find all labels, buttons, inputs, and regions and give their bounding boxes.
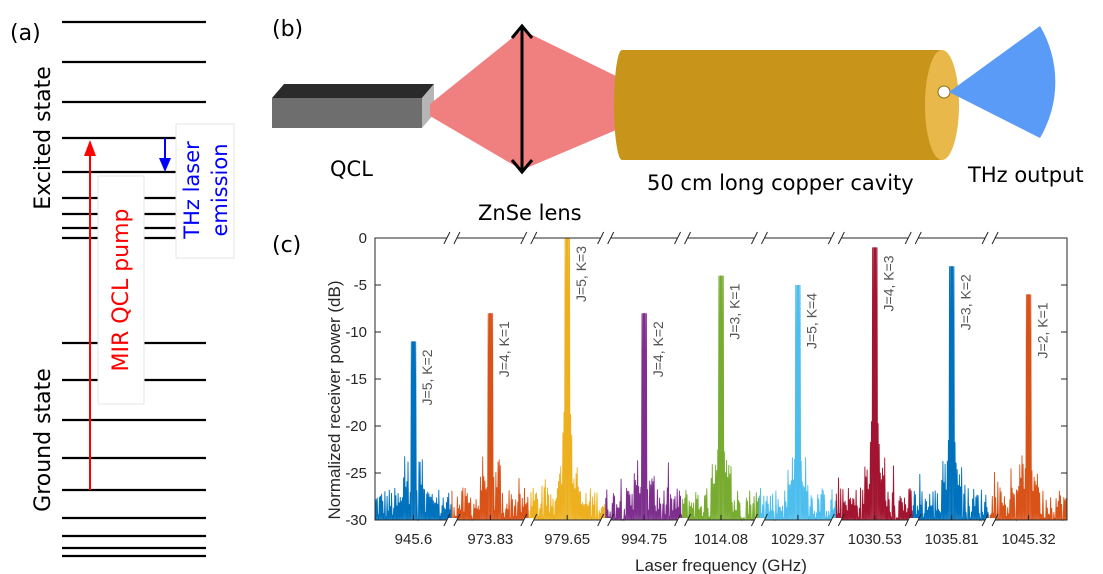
panel-c: (c) J=5, K=2 J=4, K=1 J=5, K=3 J=4, K=2 J=3,… bbox=[272, 230, 1068, 574]
x-tick-label: 945.6 bbox=[395, 531, 433, 548]
axis-break-mark bbox=[597, 513, 615, 527]
y-tick-label: -25 bbox=[345, 465, 367, 482]
y-tick-label: -10 bbox=[345, 324, 367, 341]
axis-break-mark bbox=[981, 513, 999, 527]
spectrum-series: J=5, K=4 bbox=[758, 284, 837, 522]
x-tick-label: 1014.08 bbox=[694, 531, 748, 548]
axis-break-mark bbox=[750, 513, 768, 527]
lens-label: ZnSe lens bbox=[478, 201, 582, 225]
peak-label: J=5, K=3 bbox=[573, 246, 589, 302]
spectrum-series: J=4, K=3 bbox=[835, 247, 914, 521]
emission-label-line1: THz laser bbox=[180, 141, 204, 240]
thz-output-beam bbox=[949, 26, 1056, 138]
spectrum-series: J=5, K=2 bbox=[374, 341, 452, 522]
peak-label: J=3, K=1 bbox=[727, 283, 743, 339]
axis-break-mark bbox=[827, 513, 845, 527]
cavity-label: 50 cm long copper cavity bbox=[647, 171, 914, 195]
pump-label: MIR QCL pump bbox=[109, 209, 134, 372]
ground-state-label: Ground state bbox=[31, 368, 56, 512]
y-tick-label: -5 bbox=[354, 277, 367, 294]
axis-break-mark bbox=[443, 231, 461, 245]
axis-break-mark bbox=[674, 231, 692, 245]
energy-levels bbox=[62, 20, 206, 558]
axis-break-mark bbox=[597, 231, 615, 245]
panel-b: (b) QCL ZnSe lens 50 cm long copper cavi… bbox=[272, 17, 1084, 225]
qcl-label: QCL bbox=[330, 157, 373, 181]
excited-state-label: Excited state bbox=[31, 66, 56, 210]
znse-lens bbox=[510, 23, 534, 175]
peak-label: J=5, K=2 bbox=[419, 349, 435, 405]
thz-output-label: THz output bbox=[967, 163, 1084, 187]
y-tick-label: 0 bbox=[359, 230, 367, 247]
x-tick-label: 994.75 bbox=[621, 531, 667, 548]
panel-c-label: (c) bbox=[272, 233, 301, 258]
axis-break-mark bbox=[981, 231, 999, 245]
copper-cavity bbox=[614, 50, 959, 160]
pump-label-box bbox=[97, 175, 145, 405]
y-tick-label: -15 bbox=[345, 371, 367, 388]
x-tick-label: 973.83 bbox=[467, 531, 513, 548]
axes-layer: 945.6 973.83 979.65 994.75 1014.08 1029.37 103… bbox=[345, 230, 1067, 548]
axis-break-mark bbox=[520, 231, 538, 245]
peak-label: J=5, K=4 bbox=[804, 293, 820, 349]
axis-break-mark bbox=[904, 231, 922, 245]
axis-break-mark bbox=[827, 231, 845, 245]
pump-arrow bbox=[84, 140, 96, 490]
axis-break-mark bbox=[674, 513, 692, 527]
spectrum-series: J=4, K=1 bbox=[451, 313, 529, 522]
y-tick-label: -20 bbox=[345, 418, 367, 435]
emission-label-line2: emission bbox=[208, 143, 232, 236]
peak-label: J=4, K=1 bbox=[496, 321, 512, 377]
x-tick-label: 1035.81 bbox=[925, 531, 979, 548]
peak-label: J=4, K=2 bbox=[650, 321, 666, 377]
qcl-device bbox=[272, 84, 434, 128]
y-tick-label: -30 bbox=[345, 512, 367, 529]
axis-break-mark bbox=[520, 513, 538, 527]
y-axis-title: Normalized receiver power (dB) bbox=[325, 280, 344, 519]
x-tick-label: 1030.53 bbox=[848, 531, 902, 548]
panel-a: (a) Excited state Ground state bbox=[10, 20, 235, 558]
x-tick-label: 1045.32 bbox=[1001, 531, 1055, 548]
peak-label: J=2, K=1 bbox=[1034, 302, 1050, 358]
emission-arrow bbox=[159, 138, 171, 172]
axis-break-mark bbox=[904, 513, 922, 527]
spectrum-series: J=2, K=1 bbox=[989, 294, 1068, 522]
emission-label-box bbox=[175, 123, 235, 259]
x-tick-label: 1029.37 bbox=[771, 531, 825, 548]
peak-label: J=3, K=2 bbox=[957, 274, 973, 330]
x-axis-title: Laser frequency (GHz) bbox=[635, 556, 807, 574]
spectra-layer: J=5, K=2 J=4, K=1 J=5, K=3 J=4, K=2 J=3, K=1… bbox=[374, 237, 1068, 522]
x-tick-label: 979.65 bbox=[544, 531, 590, 548]
peak-label: J=4, K=3 bbox=[880, 255, 896, 311]
axis-break-mark bbox=[750, 231, 768, 245]
panel-b-label: (b) bbox=[272, 17, 303, 42]
axis-break-mark bbox=[443, 513, 461, 527]
panel-a-label: (a) bbox=[10, 21, 41, 46]
